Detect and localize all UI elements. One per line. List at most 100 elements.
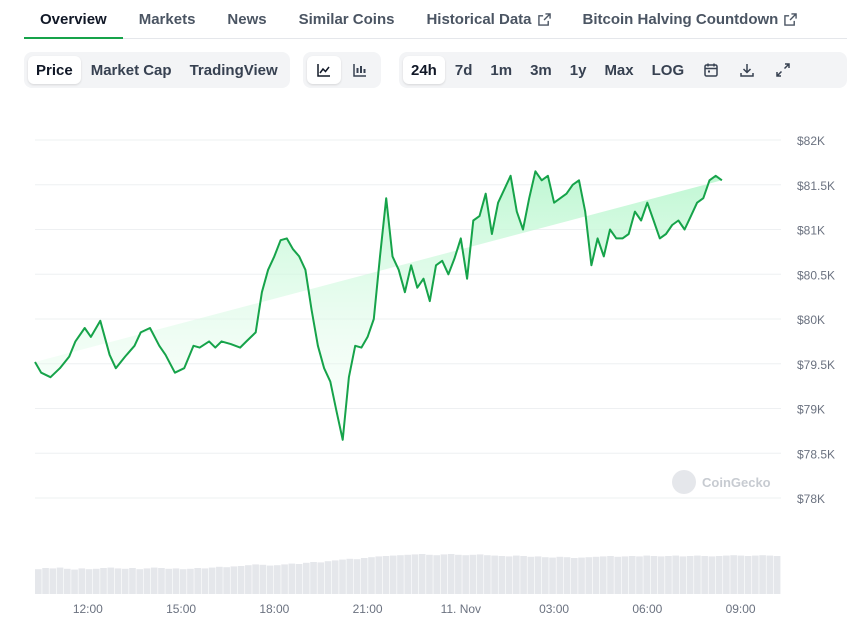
y-tick-label: $79K xyxy=(797,403,825,417)
volume-bar xyxy=(208,567,216,594)
volume-bar xyxy=(505,556,513,594)
x-tick-label: 12:00 xyxy=(73,602,103,616)
volume-bar xyxy=(440,554,448,594)
volume-bar xyxy=(259,564,267,594)
line-chart-button[interactable] xyxy=(307,56,341,84)
volume-bar xyxy=(592,556,600,594)
range-max-button[interactable]: Max xyxy=(604,61,634,79)
volume-bar xyxy=(331,560,339,594)
tab-news-label: News xyxy=(227,10,267,28)
volume-bar xyxy=(71,569,78,594)
tab-markets-label: Markets xyxy=(138,10,196,28)
tab-halving-countdown-label: Bitcoin Halving Countdown xyxy=(582,10,779,28)
tab-similar-coins[interactable]: Similar Coins xyxy=(283,0,411,38)
fullscreen-button[interactable] xyxy=(766,56,800,84)
x-tick-label: 15:00 xyxy=(166,602,196,616)
volume-bar xyxy=(230,566,238,594)
volume-bar xyxy=(599,556,607,594)
volume-bar xyxy=(607,556,614,594)
volume-bar xyxy=(759,555,766,594)
y-tick-label: $81K xyxy=(797,224,825,238)
volume-bar xyxy=(737,555,745,594)
volume-bar xyxy=(404,554,412,594)
tab-halving-countdown[interactable]: Bitcoin Halving Countdown xyxy=(567,0,814,38)
volume-bar xyxy=(288,563,296,594)
view-market-cap-button[interactable]: Market Cap xyxy=(90,61,172,79)
volume-bar xyxy=(121,568,129,594)
volume-bar xyxy=(201,568,209,594)
volume-bar xyxy=(701,556,708,594)
candlestick-chart-icon xyxy=(353,64,366,77)
y-tick-label: $80K xyxy=(797,313,825,327)
volume-bar xyxy=(360,558,368,594)
volume-bar xyxy=(78,568,86,594)
volume-bar xyxy=(114,568,122,594)
x-tick-label: 03:00 xyxy=(539,602,569,616)
range-1y-button[interactable]: 1y xyxy=(569,61,587,79)
volume-bar xyxy=(679,556,687,594)
volume-bar xyxy=(462,555,469,594)
volume-bar xyxy=(310,562,317,594)
candlestick-chart-button[interactable] xyxy=(343,56,377,84)
volume-bar xyxy=(274,565,281,594)
volume-bar xyxy=(56,567,64,594)
external-link-icon xyxy=(784,12,798,26)
y-tick-label: $81.5K xyxy=(797,179,835,193)
tab-historical-data[interactable]: Historical Data xyxy=(410,0,566,38)
volume-bar xyxy=(216,566,223,594)
price-chart[interactable]: $82K $81.5K $81K $80.5K $80K $79.5K $79K $78.5K… xyxy=(0,100,847,625)
volume-bar xyxy=(418,554,426,594)
volume-bar xyxy=(433,555,440,594)
volume-bar xyxy=(35,569,42,594)
volume-bar xyxy=(172,568,180,594)
volume-bar xyxy=(150,567,158,594)
range-24h-button[interactable]: 24h xyxy=(403,56,445,84)
volume-bar xyxy=(476,554,484,594)
view-price-button[interactable]: Price xyxy=(28,56,81,84)
volume-bar xyxy=(353,559,361,594)
tab-overview[interactable]: Overview xyxy=(24,0,123,39)
volume-bar xyxy=(281,564,288,594)
volume-bar xyxy=(302,562,310,594)
volume-bar xyxy=(643,555,651,594)
price-series-line xyxy=(34,170,723,441)
range-3m-button[interactable]: 3m xyxy=(530,61,552,79)
volume-bar xyxy=(129,568,136,594)
volume-bar xyxy=(245,565,252,594)
volume-bar xyxy=(382,556,390,594)
calendar-button[interactable] xyxy=(694,56,728,84)
volume-bar xyxy=(237,566,245,594)
volume-bar xyxy=(484,555,491,594)
range-7d-button[interactable]: 7d xyxy=(454,61,473,79)
range-1m-button[interactable]: 1m xyxy=(490,61,513,79)
volume-bar xyxy=(614,556,622,594)
x-tick-label: 21:00 xyxy=(353,602,383,616)
x-tick-label: 11. Nov xyxy=(441,602,481,616)
volume-bar xyxy=(730,555,737,594)
y-tick-label: $78K xyxy=(797,492,825,506)
volume-bar xyxy=(694,555,701,594)
volume-bar xyxy=(346,558,354,594)
volume-bar xyxy=(143,568,151,594)
volume-bar xyxy=(657,556,665,594)
volume-bar xyxy=(513,555,520,594)
volume-bar xyxy=(527,556,535,594)
tab-news[interactable]: News xyxy=(211,0,282,38)
y-tick-label: $82K xyxy=(797,134,825,148)
tab-markets[interactable]: Markets xyxy=(123,0,212,38)
volume-bar xyxy=(194,568,201,594)
download-button[interactable] xyxy=(730,56,764,84)
volume-bar xyxy=(179,569,187,594)
line-chart-icon xyxy=(317,64,330,77)
volume-bar xyxy=(339,559,346,594)
volume-bar xyxy=(650,556,658,594)
tab-similar-coins-label: Similar Coins xyxy=(298,10,395,28)
volume-bar xyxy=(49,568,57,594)
view-tradingview-button[interactable]: TradingView xyxy=(189,61,278,79)
volume-bar xyxy=(223,567,230,594)
y-tick-label: $79.5K xyxy=(797,358,835,372)
volume-bar xyxy=(723,555,730,594)
tab-historical-data-label: Historical Data xyxy=(426,10,532,28)
log-scale-button[interactable]: LOG xyxy=(651,61,685,79)
volume-bar xyxy=(534,556,542,594)
